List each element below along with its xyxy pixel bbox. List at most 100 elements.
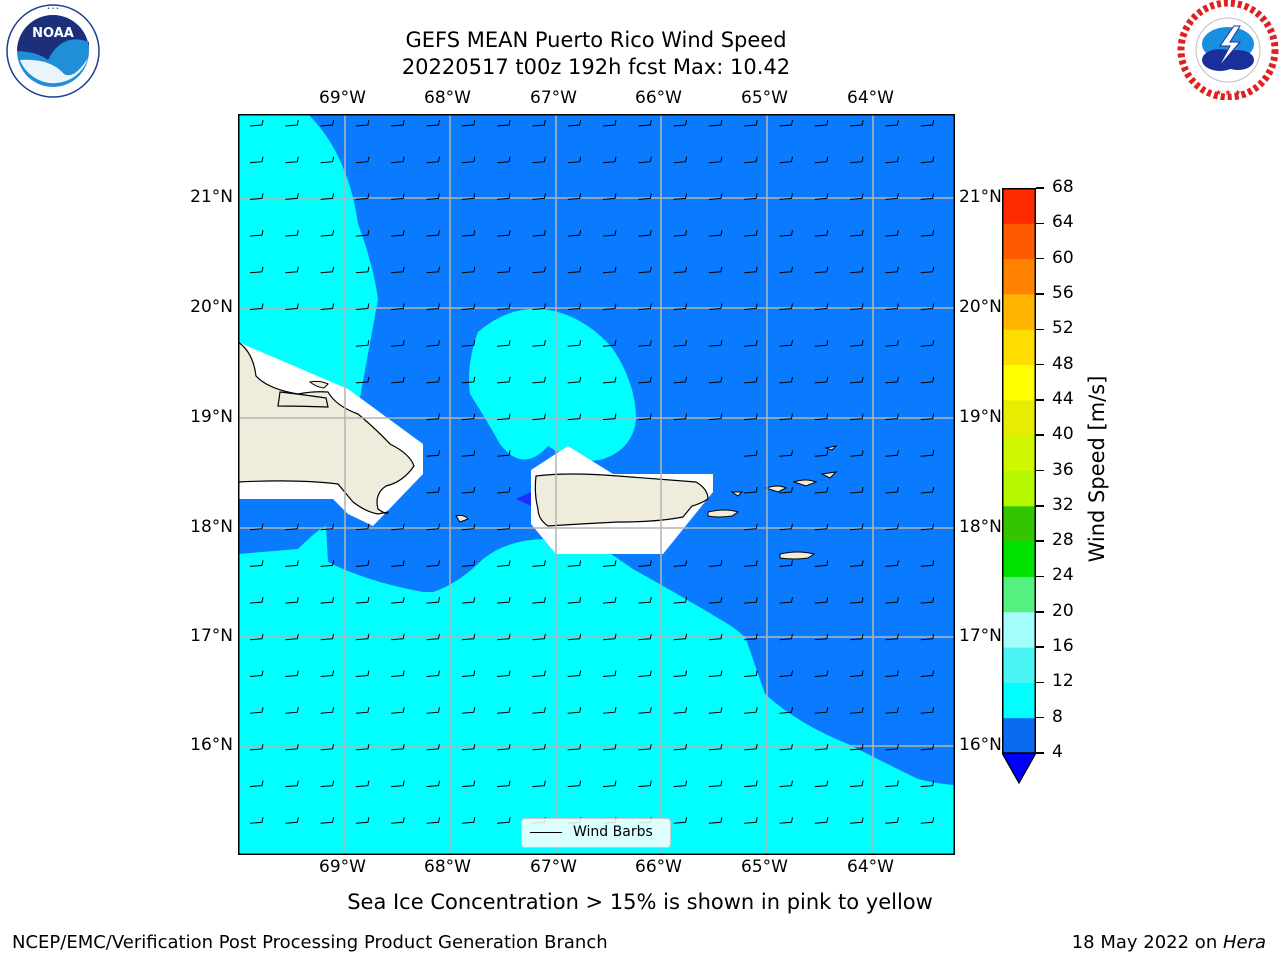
wind-barb	[320, 560, 335, 567]
wind-barb	[779, 523, 793, 531]
axis-tick-label: 68°W	[424, 88, 471, 108]
axis-tick-label: 65°W	[741, 88, 788, 108]
colorbar-bin	[1002, 541, 1036, 577]
colorbar-bin	[1002, 470, 1036, 507]
wind-barb	[850, 303, 864, 310]
wind-barb	[744, 303, 758, 310]
wind-barb	[779, 266, 793, 274]
wind-barb	[673, 266, 688, 274]
wind-barb	[638, 340, 652, 347]
wind-barb	[885, 156, 899, 164]
wind-barb	[779, 340, 793, 347]
wind-barb	[249, 266, 264, 274]
wind-barb	[355, 633, 370, 641]
graticule	[238, 114, 955, 855]
colorbar-tick	[1036, 399, 1044, 401]
wind-barb	[638, 633, 652, 641]
wind-barb	[708, 376, 723, 384]
wind-barb	[850, 817, 864, 824]
wind-barb	[532, 156, 546, 164]
map-panel[interactable]	[237, 114, 955, 855]
wind-barb	[814, 266, 829, 274]
wind-barb	[779, 560, 793, 567]
axis-tick-label: 19°N	[190, 407, 233, 427]
wind-barb	[744, 633, 758, 641]
wind-barb	[744, 266, 758, 274]
wind-barb	[461, 486, 476, 494]
colorbar-tick	[1036, 363, 1044, 366]
wind-barb	[320, 119, 335, 127]
wind-barb	[602, 560, 617, 567]
wind-barb	[850, 193, 864, 200]
wind-barb	[850, 486, 864, 494]
wind-field-8-12-north-pr	[469, 308, 636, 461]
wind-barb	[320, 707, 335, 714]
wind-barb	[779, 413, 793, 421]
wind-barb	[497, 230, 511, 237]
wind-barb	[426, 376, 440, 384]
colorbar-tick	[1036, 716, 1044, 719]
colorbar-tick-label: 52	[1052, 318, 1074, 339]
wind-barb	[497, 560, 511, 567]
colorbar-tick-label: 12	[1052, 671, 1074, 692]
wind-barb	[920, 266, 935, 274]
wind-barb	[814, 119, 829, 127]
wind-barb	[602, 340, 617, 347]
wind-barb	[426, 450, 440, 457]
wind-barb	[461, 597, 476, 604]
wind-barb	[249, 633, 264, 641]
wind-barb	[850, 560, 864, 567]
wind-barb	[320, 523, 335, 531]
footer-date: 18 May 2022 on Hera	[1072, 932, 1266, 953]
colorbar-tick-label: 68	[1052, 177, 1074, 197]
nws-logo-icon: ★ ★ ★	[1176, 0, 1280, 101]
wind-barb	[497, 486, 511, 494]
wind-barb	[779, 597, 793, 604]
colorbar-tick-label: 20	[1052, 600, 1074, 621]
wind-barb	[355, 376, 370, 384]
wind-barb	[249, 119, 264, 127]
wind-barb	[426, 156, 440, 164]
colorbar-bin	[1002, 682, 1036, 719]
wind-speed-map[interactable]	[237, 114, 955, 855]
wind-barb	[426, 743, 440, 751]
colorbar-tick-label: 28	[1052, 530, 1074, 551]
wind-barb	[355, 743, 370, 751]
colorbar-tick	[1036, 752, 1044, 754]
small-island	[308, 380, 329, 389]
wind-barb	[744, 486, 758, 494]
colorbar-tick-label: 60	[1052, 247, 1074, 268]
wind-barb	[814, 156, 829, 164]
wind-barb	[638, 560, 652, 567]
wind-barb	[920, 780, 935, 788]
wind-barb	[814, 670, 829, 677]
wind-barb	[567, 560, 582, 567]
axis-tick-label: 64°W	[847, 88, 894, 108]
wind-barb	[567, 707, 582, 714]
st-croix-island	[779, 551, 816, 560]
wind-barb	[850, 413, 864, 421]
wind-barb	[638, 376, 652, 384]
wind-barb	[850, 597, 864, 604]
wind-barb	[779, 486, 793, 494]
wind-barb	[249, 780, 264, 788]
colorbar-tick-label: 32	[1052, 494, 1074, 515]
axis-tick-label: 16°N	[959, 735, 1002, 755]
wind-barb	[461, 156, 476, 164]
wind-barb	[391, 707, 405, 714]
wind-barb	[602, 707, 617, 714]
wind-barb	[744, 670, 758, 677]
wind-barb	[708, 119, 723, 127]
svg-text:★ ★ ★: ★ ★ ★	[1215, 88, 1242, 97]
wind-barb	[320, 597, 335, 604]
wind-barb	[638, 303, 652, 310]
wind-barb	[673, 303, 688, 310]
wind-barb	[920, 817, 935, 824]
sea-ice-note: Sea Ice Concentration > 15% is shown in …	[347, 890, 933, 914]
wind-barb	[567, 670, 582, 677]
legend-line-icon	[530, 832, 562, 833]
tortola-island	[792, 479, 818, 487]
st-thomas-island	[764, 485, 788, 493]
tortuga-island	[277, 391, 329, 408]
wind-barb	[708, 670, 723, 677]
